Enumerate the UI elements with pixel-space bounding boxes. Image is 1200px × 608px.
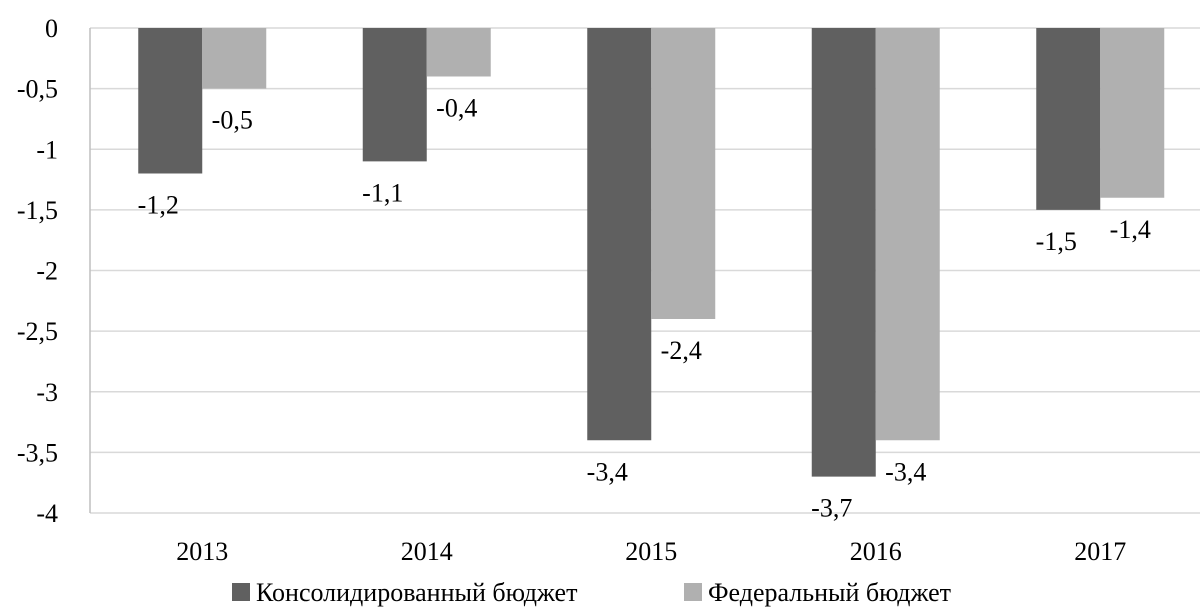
x-axis-tick-labels: 2013 2014 2015 2016 2017 <box>176 537 1126 566</box>
bar-2016-federal <box>875 28 940 441</box>
legend-swatch <box>232 583 250 601</box>
legend-swatch <box>684 583 702 601</box>
x-tick-label: 2014 <box>401 537 453 566</box>
y-axis-tick-labels: 0 -0,5 -1 -1,5 -2 -2,5 -3 -3,5 -4 <box>17 14 58 528</box>
data-label: -3,7 <box>811 494 852 523</box>
legend-label: Консолидированный бюджет <box>256 578 577 607</box>
bar-2017-federal <box>1100 28 1165 198</box>
y-tick-label: -2 <box>36 257 58 286</box>
bar-2014-federal <box>426 28 491 77</box>
data-label: -1,4 <box>1110 215 1151 244</box>
bar-2015-consolidated <box>587 28 652 441</box>
bar-2015-federal <box>651 28 716 319</box>
y-tick-label: -1,5 <box>17 196 58 225</box>
y-tick-label: -3,5 <box>17 438 58 467</box>
data-label: -3,4 <box>587 457 628 486</box>
legend-label: Федеральный бюджет <box>708 578 951 607</box>
data-label: -0,4 <box>436 94 477 123</box>
data-labels: -1,2 -0,5 -1,1 -0,4 -3,4 -2,4 -3,7 -3,4 -1,5 -1,4 <box>138 94 1151 523</box>
bar-2014-consolidated <box>362 28 427 162</box>
data-label: -3,4 <box>885 457 926 486</box>
bar-2013-consolidated <box>138 28 203 174</box>
y-tick-label: -1 <box>36 135 58 164</box>
y-tick-label: -2,5 <box>17 317 58 346</box>
x-tick-label: 2015 <box>625 537 677 566</box>
y-tick-label: -4 <box>36 499 58 528</box>
y-tick-label: 0 <box>45 14 58 43</box>
data-label: -1,5 <box>1036 227 1077 256</box>
data-label: -1,1 <box>362 178 403 207</box>
bar-2017-consolidated <box>1036 28 1101 210</box>
x-tick-label: 2013 <box>176 537 228 566</box>
data-label: -1,2 <box>138 191 179 220</box>
bars <box>138 28 1165 477</box>
x-tick-label: 2017 <box>1074 537 1126 566</box>
legend: Консолидированный бюджет Федеральный бюдж… <box>232 578 951 607</box>
x-tick-label: 2016 <box>850 537 902 566</box>
y-tick-label: -0,5 <box>17 75 58 104</box>
y-tick-label: -3 <box>36 378 58 407</box>
bar-2016-consolidated <box>811 28 876 477</box>
data-label: -2,4 <box>661 336 702 365</box>
data-label: -0,5 <box>212 106 253 135</box>
bar-2013-federal <box>202 28 267 89</box>
